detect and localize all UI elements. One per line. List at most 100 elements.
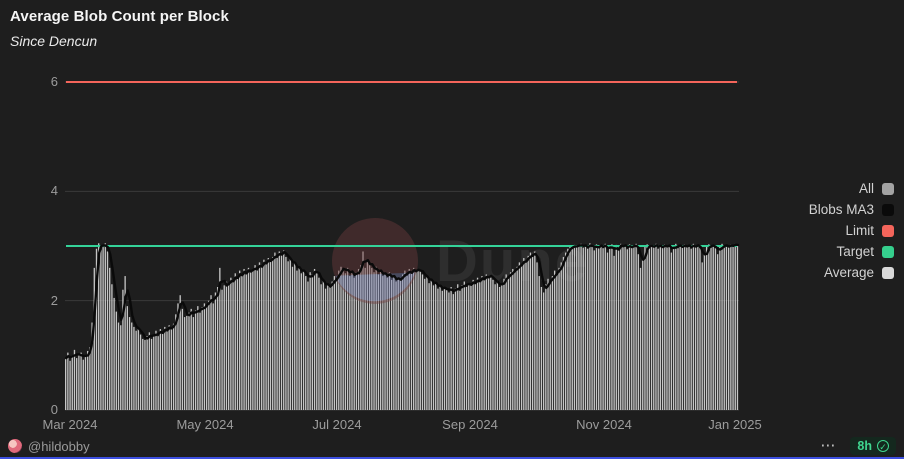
average-bar: [472, 279, 474, 410]
average-bar: [267, 258, 269, 410]
average-bar: [624, 244, 626, 410]
legend-item-average[interactable]: Average: [824, 265, 894, 280]
average-bar: [527, 255, 529, 410]
average-bar: [190, 308, 192, 410]
average-bar: [212, 303, 214, 410]
verified-check-icon: ✓: [877, 440, 889, 452]
average-bar: [593, 250, 595, 410]
average-bar: [120, 325, 122, 410]
average-bar: [329, 287, 331, 410]
average-bar: [413, 267, 415, 410]
average-bar: [230, 277, 232, 410]
average-bar: [265, 263, 267, 410]
average-bar: [419, 270, 421, 410]
average-bar: [648, 248, 651, 410]
average-bar: [716, 254, 719, 410]
average-bar: [146, 336, 148, 410]
average-bar: [122, 289, 124, 410]
average-bar: [109, 267, 111, 410]
average-bar: [155, 330, 157, 410]
average-bar: [578, 246, 580, 410]
freshness-label: 8h: [857, 439, 872, 453]
average-bar: [285, 256, 287, 410]
average-bar: [690, 248, 692, 410]
legend-item-blobs-ma3[interactable]: Blobs MA3: [809, 202, 894, 217]
average-bar: [159, 329, 162, 410]
average-bar: [529, 252, 532, 410]
average-bar: [256, 270, 258, 410]
average-bar: [73, 349, 76, 410]
average-bar: [501, 284, 503, 410]
average-bar: [272, 256, 274, 410]
average-bar: [424, 278, 426, 410]
average-bar: [468, 283, 470, 410]
author-avatar[interactable]: [8, 439, 22, 453]
average-bar: [461, 285, 463, 410]
average-bar: [602, 248, 604, 410]
average-bar: [628, 244, 631, 410]
blobs-ma3-swatch-icon: [882, 203, 894, 216]
y-tick-4: 4: [50, 183, 58, 198]
average-bar: [426, 276, 428, 410]
average-bar: [241, 276, 243, 410]
average-bar: [553, 270, 556, 410]
average-bar: [179, 295, 181, 410]
average-bar: [675, 243, 677, 410]
average-bar: [104, 243, 106, 410]
average-bar: [333, 276, 336, 410]
average-bar: [580, 243, 582, 410]
average-bar: [71, 355, 73, 410]
average-bar: [296, 270, 298, 410]
average-bar: [261, 266, 263, 410]
average-bar: [111, 284, 113, 410]
average-bar: [78, 355, 80, 410]
x-tick-mar-2024: Mar 2024: [42, 417, 98, 432]
average-bar: [692, 243, 695, 410]
average-bar: [536, 262, 538, 410]
average-bar: [243, 268, 245, 410]
average-bar: [274, 252, 276, 410]
average-bar: [300, 273, 302, 410]
average-bar: [157, 336, 159, 410]
average-bar: [269, 261, 272, 410]
average-bar: [219, 267, 221, 410]
average-bar: [245, 274, 247, 410]
average-bar: [287, 261, 289, 410]
legend-item-limit[interactable]: Limit: [845, 223, 894, 238]
author-handle[interactable]: @hildobby: [28, 438, 90, 454]
legend-item-target[interactable]: Target: [836, 244, 894, 259]
legend-item-all[interactable]: All: [859, 181, 894, 196]
average-bar: [417, 268, 419, 410]
average-bar: [459, 290, 461, 410]
average-bar: [294, 263, 296, 410]
average-bar: [531, 256, 534, 410]
average-bar: [710, 247, 712, 410]
average-bar: [192, 317, 195, 410]
average-bar: [205, 305, 208, 410]
y-tick-6: 6: [50, 74, 58, 89]
average-bar: [280, 254, 283, 410]
average-bar: [681, 247, 684, 410]
average-bar: [223, 285, 225, 410]
average-bar: [133, 326, 135, 410]
average-bar: [227, 284, 230, 410]
average-bar: [534, 251, 536, 410]
average-bar: [723, 247, 725, 410]
average-bar: [677, 248, 679, 410]
average-bar: [727, 247, 730, 410]
average-bar: [408, 268, 410, 410]
legend-label: Blobs MA3: [808, 202, 874, 217]
average-bar: [309, 272, 311, 410]
average-bar: [221, 289, 223, 410]
average-bar: [655, 243, 657, 410]
average-bar: [239, 270, 241, 410]
footer: @hildobby ⋯ 8h ✓: [0, 435, 904, 457]
data-freshness-badge[interactable]: 8h ✓: [850, 437, 896, 455]
average-bar: [65, 358, 67, 410]
average-bar: [496, 281, 499, 410]
average-bar: [166, 330, 168, 410]
x-tick-nov-2024: Nov 2024: [576, 417, 632, 432]
average-bar: [313, 268, 316, 410]
more-menu-icon[interactable]: ⋯: [820, 437, 837, 454]
